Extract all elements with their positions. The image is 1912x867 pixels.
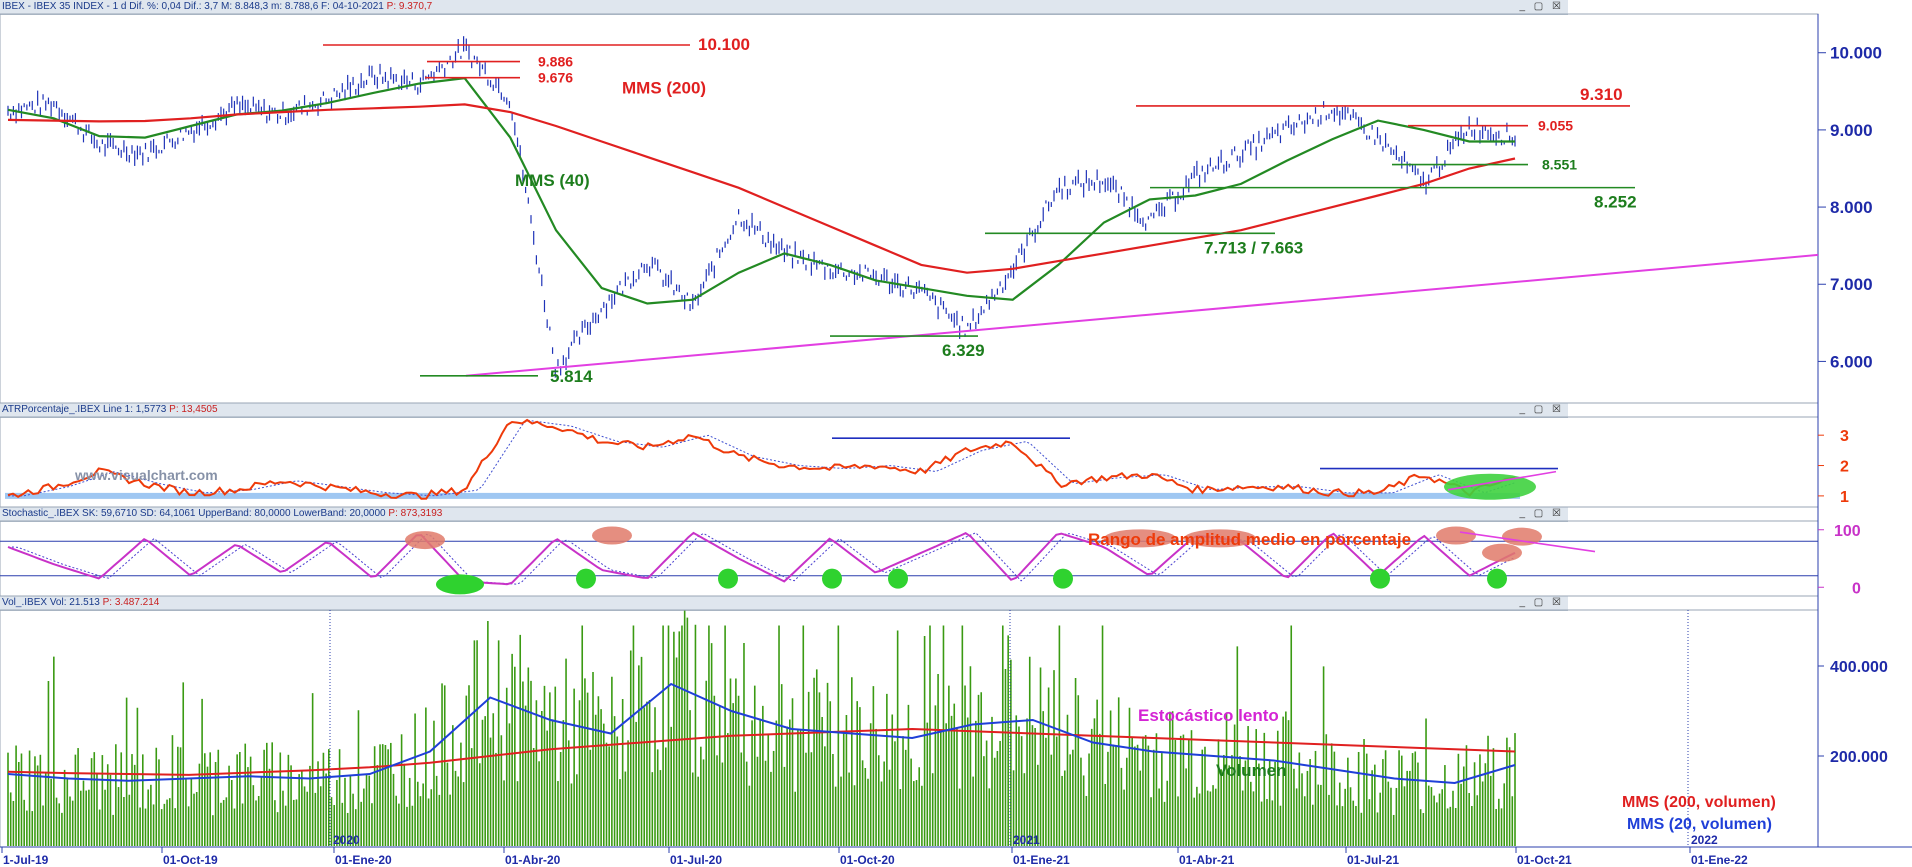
volume-plot: 400.000 200.000 <box>7 610 1888 846</box>
atr-highlight <box>1444 473 1536 500</box>
date-axis: 1-Jul-19 01-Oct-19 01-Ene-20 01-Abr-20 01-Ju… <box>1 610 1748 867</box>
stoch-oversold-marker <box>718 568 738 589</box>
atr-line <box>7 418 1516 500</box>
price-bars <box>7 36 1516 378</box>
date-tick-label: 01-Jul-21 <box>1347 853 1399 867</box>
level-label: 9.676 <box>538 70 573 86</box>
stoch-sk-line <box>7 531 1516 586</box>
price-tick-label: 9.000 <box>1830 121 1873 140</box>
stoch-oversold-marker <box>1053 568 1073 589</box>
stoch-oversold-marker <box>888 568 908 589</box>
stoch-sd-line <box>8 532 1516 585</box>
vol-mms200-label: MMS (200, volumen) <box>1622 794 1776 811</box>
stoch-oversold-marker <box>436 574 484 595</box>
price-axis-ticks: 10.000 9.000 8.000 7.000 6.000 <box>1818 44 1882 371</box>
level-label: 7.713 / 7.663 <box>1204 238 1303 257</box>
atr-trend <box>1447 470 1557 491</box>
date-tick-label: 01-Oct-20 <box>840 853 895 867</box>
stoch-overbought-marker <box>1104 529 1176 548</box>
level-label: 9.310 <box>1580 85 1623 104</box>
watermark-text: www.visualchart.com <box>74 467 218 483</box>
price-panel-last: P: 9.370,7 <box>386 1 433 12</box>
price-tick-label: 7.000 <box>1830 275 1873 294</box>
vol-panel-values: Vol: 21.513 <box>49 597 100 608</box>
date-tick-label: 01-Ene-22 <box>1691 853 1748 867</box>
stoch-overbought-marker <box>1184 529 1256 548</box>
price-moving-averages <box>7 77 1819 377</box>
stoch-oversold-marker <box>576 568 596 589</box>
level-label: 6.329 <box>942 341 985 360</box>
stoch-plot: 100 0 <box>0 523 1861 597</box>
atr-window-controls[interactable]: _ ▢ ☒ <box>1519 404 1564 415</box>
price-panel-values: Dif. %: 0,04 Dif.: 3,7 M: 8.848,3 m: 8.7… <box>129 1 384 12</box>
vol-tick-label: 200.000 <box>1830 749 1888 766</box>
date-tick-label: 01-Oct-21 <box>1517 853 1572 867</box>
stoch-tick-label: 0 <box>1852 580 1861 597</box>
trend-line <box>465 253 1819 377</box>
vol-mms200-line <box>7 727 1516 776</box>
stoch-oversold-marker <box>1487 568 1507 589</box>
stoch-panel-last: P: 873,3193 <box>388 508 443 519</box>
atr-tick-label: 3 <box>1840 428 1849 445</box>
level-label: 8.551 <box>1542 157 1577 173</box>
stoch-tick-label: 100 <box>1834 523 1861 540</box>
vol-tick-label: 400.000 <box>1830 659 1888 676</box>
vol-panel-last: P: 3.487.214 <box>102 597 160 608</box>
year-label: 2021 <box>1013 833 1040 847</box>
stoch-panel-title: Stochastic_.IBEX <box>2 508 80 519</box>
stoch-oversold-marker <box>1370 568 1390 589</box>
price-tick-label: 10.000 <box>1830 44 1882 63</box>
stoch-trend <box>1459 531 1596 553</box>
date-tick-label: 01-Ene-21 <box>1013 853 1070 867</box>
date-tick-label: 01-Jul-20 <box>670 853 722 867</box>
atr-tick-label: 2 <box>1840 459 1849 476</box>
stoch-overbought-marker <box>592 526 632 545</box>
mms40-label: MMS (40) <box>515 171 590 190</box>
date-tick-label: 1-Jul-19 <box>3 853 49 867</box>
year-label: 2020 <box>333 833 360 847</box>
volume-title: Volumen <box>1216 761 1287 780</box>
atr-panel-values: Line 1: 1,5773 <box>102 404 167 415</box>
vol-panel-title: Vol_.IBEX <box>2 597 48 608</box>
vol-mms20-line <box>7 682 1516 785</box>
price-panel-frame <box>0 13 1819 404</box>
level-label: 5.814 <box>550 367 593 386</box>
atr-plot: 3 2 1 <box>5 418 1849 506</box>
level-label: 8.252 <box>1594 193 1637 212</box>
date-tick-label: 01-Ene-20 <box>335 853 392 867</box>
mms200-label: MMS (200) <box>622 79 706 98</box>
stoch-window-controls[interactable]: _ ▢ ☒ <box>1519 508 1564 519</box>
price-window-controls[interactable]: _ ▢ ☒ <box>1519 1 1564 12</box>
stoch-overbought-marker <box>1436 526 1476 545</box>
level-label: 9.886 <box>538 54 573 70</box>
atr-base-band <box>5 492 1520 499</box>
price-panel-title: IBEX - IBEX 35 INDEX - 1 d <box>2 1 127 12</box>
stoch-title: Estocástico lento <box>1138 706 1279 725</box>
stoch-overbought-marker <box>405 531 445 550</box>
atr-panel-last: P: 13,4505 <box>169 404 218 415</box>
vol-mms20-label: MMS (20, volumen) <box>1627 816 1772 833</box>
level-label: 10.100 <box>698 35 750 54</box>
stoch-panel-values: SK: 59,6710 SD: 64,1061 UpperBand: 80,00… <box>82 508 386 519</box>
stoch-overbought-marker <box>1502 527 1542 546</box>
vol-window-controls[interactable]: _ ▢ ☒ <box>1519 597 1564 608</box>
mms200-line <box>7 103 1516 274</box>
date-tick-label: 01-Abr-20 <box>505 853 561 867</box>
level-label: 9.055 <box>1538 118 1573 134</box>
year-label: 2022 <box>1691 833 1718 847</box>
atr-panel-title: ATRPorcentaje_.IBEX <box>2 404 101 415</box>
date-tick-label: 01-Abr-21 <box>1179 853 1235 867</box>
price-tick-label: 8.000 <box>1830 198 1873 217</box>
atr-signal-line <box>8 419 1516 497</box>
date-tick-label: 01-Oct-19 <box>163 853 218 867</box>
stoch-overbought-marker <box>1482 543 1522 562</box>
stoch-oversold-marker <box>822 568 842 589</box>
price-tick-label: 6.000 <box>1830 352 1873 371</box>
atr-title: Rango de amplitud medio en porcentaje <box>1088 530 1411 549</box>
atr-tick-label: 1 <box>1840 489 1849 506</box>
